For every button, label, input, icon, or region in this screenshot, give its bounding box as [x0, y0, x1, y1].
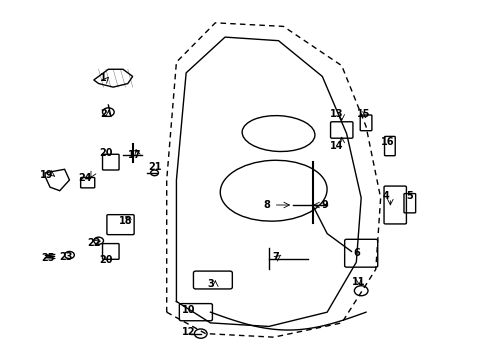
Text: 14: 14	[329, 141, 343, 151]
Text: 23: 23	[59, 252, 73, 262]
Text: 1: 1	[100, 73, 107, 83]
Text: 25: 25	[41, 253, 54, 263]
Text: 6: 6	[352, 248, 359, 258]
Text: 20: 20	[99, 255, 112, 265]
Text: 8: 8	[263, 200, 269, 210]
Text: 18: 18	[118, 216, 132, 226]
Text: 20: 20	[99, 148, 112, 158]
Text: 13: 13	[329, 109, 343, 119]
Text: 24: 24	[78, 173, 92, 183]
Text: 3: 3	[206, 279, 213, 289]
Text: 11: 11	[351, 277, 365, 287]
Text: 7: 7	[272, 252, 279, 262]
Text: 12: 12	[182, 327, 195, 337]
Text: 4: 4	[381, 191, 388, 201]
Polygon shape	[94, 69, 132, 87]
Text: 16: 16	[381, 138, 394, 148]
Text: 5: 5	[406, 191, 412, 201]
Text: 19: 19	[40, 170, 53, 180]
Text: 2: 2	[100, 109, 107, 119]
Text: 10: 10	[182, 305, 195, 315]
Text: 21: 21	[147, 162, 161, 172]
Text: 9: 9	[321, 200, 327, 210]
Text: 15: 15	[356, 109, 369, 119]
Text: 22: 22	[87, 238, 101, 248]
Polygon shape	[45, 169, 69, 191]
Text: 17: 17	[128, 150, 142, 160]
